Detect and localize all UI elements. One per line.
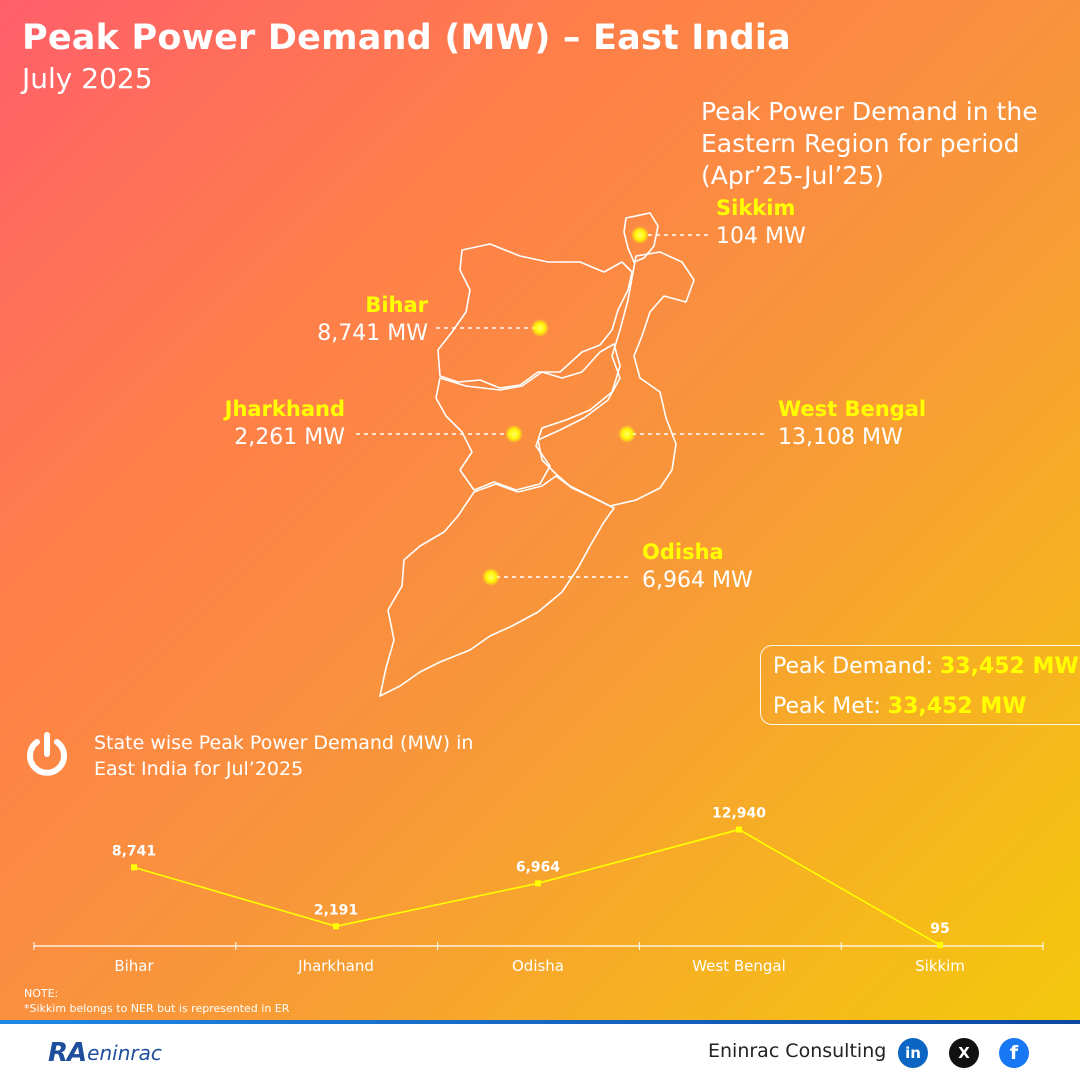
data-label: 95 (930, 921, 949, 937)
page-subtitle: July 2025 (22, 62, 153, 95)
jharkhand-outline (435, 343, 621, 491)
footer-divider (0, 1020, 1080, 1024)
brand-name: Eninrac Consulting (708, 1040, 887, 1062)
west-bengal-value: 13,108 MW (778, 425, 903, 450)
odisha-value: 6,964 MW (642, 568, 753, 593)
data-point (535, 880, 541, 887)
power-icon (27, 732, 67, 776)
data-label: 12,940 (712, 806, 766, 822)
west-bengal-dot (618, 425, 636, 443)
sikkim-label: Sikkim (716, 196, 796, 220)
summary-box: Peak Demand: 33,452 MW Peak Met: 33,452 … (760, 645, 1080, 725)
data-label: 2,191 (314, 902, 358, 918)
note: NOTE: *Sikkim belongs to NER but is repr… (24, 986, 289, 1016)
sikkim-value: 104 MW (716, 224, 806, 249)
bihar-label: Bihar (365, 293, 428, 317)
x-tick-label: West Bengal (692, 957, 786, 975)
east-india-map (379, 212, 695, 697)
bihar-outline (437, 243, 633, 389)
jharkhand-dot (505, 425, 523, 443)
linkedin-icon[interactable]: in (898, 1038, 928, 1068)
peak-met-row: Peak Met: 33,452 MW (773, 694, 1027, 719)
sikkim-outline (623, 212, 659, 263)
data-point (333, 923, 339, 930)
odisha-label: Odisha (642, 540, 724, 564)
peak-demand-label: Peak Demand: (773, 654, 933, 679)
west-bengal-outline (537, 251, 695, 507)
data-point (937, 942, 943, 949)
note-heading: NOTE: (24, 987, 59, 1000)
odisha-dot (482, 568, 500, 586)
peak-met-value: 33,452 MW (887, 694, 1027, 719)
chart-title: State wise Peak Power Demand (MW) in Eas… (94, 732, 474, 780)
peak-demand-value: 33,452 MW (939, 654, 1079, 679)
odisha-outline (379, 475, 615, 697)
footer: RA eninrac Eninrac Consulting in X f (0, 1024, 1080, 1080)
page-title: Peak Power Demand (MW) – East India (22, 18, 791, 58)
logo-text: eninrac (87, 1041, 162, 1065)
region-note: Peak Power Demand in the Eastern Region … (701, 97, 1038, 190)
west-bengal-label: West Bengal (778, 397, 927, 421)
x-tick-label: Jharkhand (297, 957, 374, 975)
eninrac-logo: RA eninrac (48, 1038, 162, 1068)
jharkhand-value: 2,261 MW (234, 425, 345, 450)
facebook-icon[interactable]: f (999, 1038, 1029, 1068)
peak-met-label: Peak Met: (773, 694, 881, 719)
data-point (131, 864, 137, 871)
jharkhand-label: Jharkhand (224, 397, 345, 421)
bihar-dot (531, 319, 549, 337)
logo-mark: RA (48, 1038, 87, 1068)
x-tick-label: Odisha (512, 957, 564, 975)
x-tick-label: Bihar (114, 957, 154, 975)
data-label: 6,964 (516, 859, 561, 875)
peak-demand-row: Peak Demand: 33,452 MW (773, 654, 1079, 679)
x-icon[interactable]: X (949, 1038, 979, 1068)
data-label: 8,741 (112, 843, 156, 859)
bihar-value: 8,741 MW (317, 321, 428, 346)
note-text: *Sikkim belongs to NER but is represente… (24, 1002, 290, 1015)
series-line (133, 828, 941, 946)
sikkim-dot (631, 226, 649, 244)
data-point (736, 826, 742, 833)
line-chart: 8,741 Bihar 2,191 Jharkhand 6,964 Odisha 12,94… (33, 806, 1044, 975)
x-tick-label: Sikkim (915, 957, 965, 975)
